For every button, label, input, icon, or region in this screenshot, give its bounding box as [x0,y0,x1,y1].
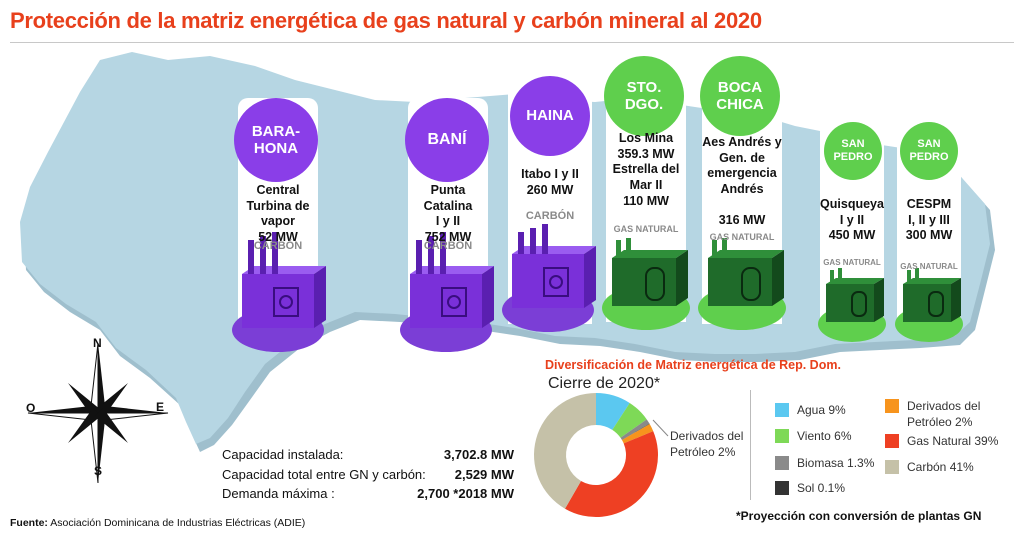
donut-slice-derivados-del-petróleo [621,424,654,444]
callout-line [652,419,669,437]
gas-plant-icon [698,238,786,330]
plant-label-barahona: Central Turbina de vapor 52 MW [246,183,310,244]
region-circle-sto-dgo: STO. DGO. [604,56,684,136]
max-demand-value: 2,700 *2018 MW [417,486,514,501]
plant-label-san-pedro-1: Quisqueya I y II 450 MW [820,197,884,243]
legend-swatch [775,429,789,443]
plant-label-sto-dgo: Los Mina 359.3 MW Estrella del Mar II 11… [612,131,680,208]
max-demand-label: Demanda máxima : [222,486,335,501]
region-circle-boca-chica: BOCA CHICA [700,56,780,136]
legend-swatch [775,456,789,470]
footnote: *Proyección con conversión de plantas GN [736,509,982,523]
page-title: Protección de la matriz energética de ga… [10,8,762,33]
legend-label: Viento 6% [797,429,852,443]
legend-swatch [775,481,789,495]
legend-swatch [885,399,899,413]
plant-type-sto-dgo: GAS NATURAL [613,224,679,234]
region-circle-san-pedro-1: SAN PEDRO [824,122,882,180]
capacity-installed-value: 3,702.8 MW [443,447,514,462]
chart-legend-divider [750,390,751,500]
region-circle-bani: BANÍ [405,98,489,182]
legend-label: Gas Natural 39% [907,434,999,448]
compass-n-label: N [93,336,102,350]
donut-slice-biomasa [620,419,650,440]
region-circle-haina: HAINA [510,76,590,156]
compass-o-label: O [26,401,36,415]
plant-type-san-pedro-2: GAS NATURAL [900,262,958,271]
capacity-gn-coal-label: Capacidad total entre GN y carbón: [222,467,426,482]
plant-type-haina: CARBÓN [525,210,575,222]
donut-slice-sol [621,423,650,440]
compass-e-label: E [156,400,165,414]
compass-s-label: S [94,464,103,478]
legend-swatch [885,434,899,448]
coal-plant-icon [232,232,326,352]
legend-swatch [885,460,899,474]
plant-label-boca-chica: Aes Andrés y Gen. de emergencia Andrés 3… [702,135,782,228]
title-divider [10,42,1014,43]
legend-label: Sol 0.1% [797,481,846,495]
source-text: Asociación Dominicana de Industrias Eléc… [47,517,306,529]
region-circle-san-pedro-2: SAN PEDRO [900,122,958,180]
donut-slice-gas-natural [565,431,659,517]
plant-type-boca-chica: GAS NATURAL [709,232,775,242]
capacity-gn-coal-value: 2,529 MW [454,467,514,482]
legend-swatch [775,403,789,417]
gas-plant-icon [602,238,690,330]
legend-label: Biomasa 1.3% [797,456,875,470]
chart-callout-label: Derivados del Petróleo 2% [670,429,744,460]
compass-rose [27,342,169,484]
donut-slice-agua [596,393,630,430]
plant-type-bani: CARBÓN [423,240,473,252]
coal-plant-icon [400,232,494,352]
plant-label-san-pedro-2: CESPM I, II y III 300 MW [905,197,953,243]
capacity-installed-label: Capacidad instalada: [222,447,344,462]
gas-plant-icon [818,268,886,342]
source-label: Fuente: [10,517,48,529]
plant-label-haina: Itabo I y II 260 MW [521,167,579,197]
coal-plant-icon [502,224,596,332]
source-note: Fuente: Asociación Dominicana de Industr… [10,517,305,529]
donut-slice-viento [612,402,647,438]
legend-label: Agua 9% [797,403,846,417]
chart-title: Diversificación de Matriz energética de … [545,358,841,372]
chart-subtitle: Cierre de 2020* [548,375,661,392]
gas-plant-icon [895,268,963,342]
donut-slice-carbón [534,392,596,509]
plant-type-barahona: CARBÓN [253,240,303,252]
plant-type-san-pedro-1: GAS NATURAL [823,258,881,267]
plant-label-bani: Punta Catalina I y II 752 MW [423,183,473,244]
region-circle-barahona: BARA- HONA [234,98,318,182]
legend-label: Derivados del Petróleo 2% [907,399,981,430]
legend-label: Carbón 41% [907,460,974,474]
